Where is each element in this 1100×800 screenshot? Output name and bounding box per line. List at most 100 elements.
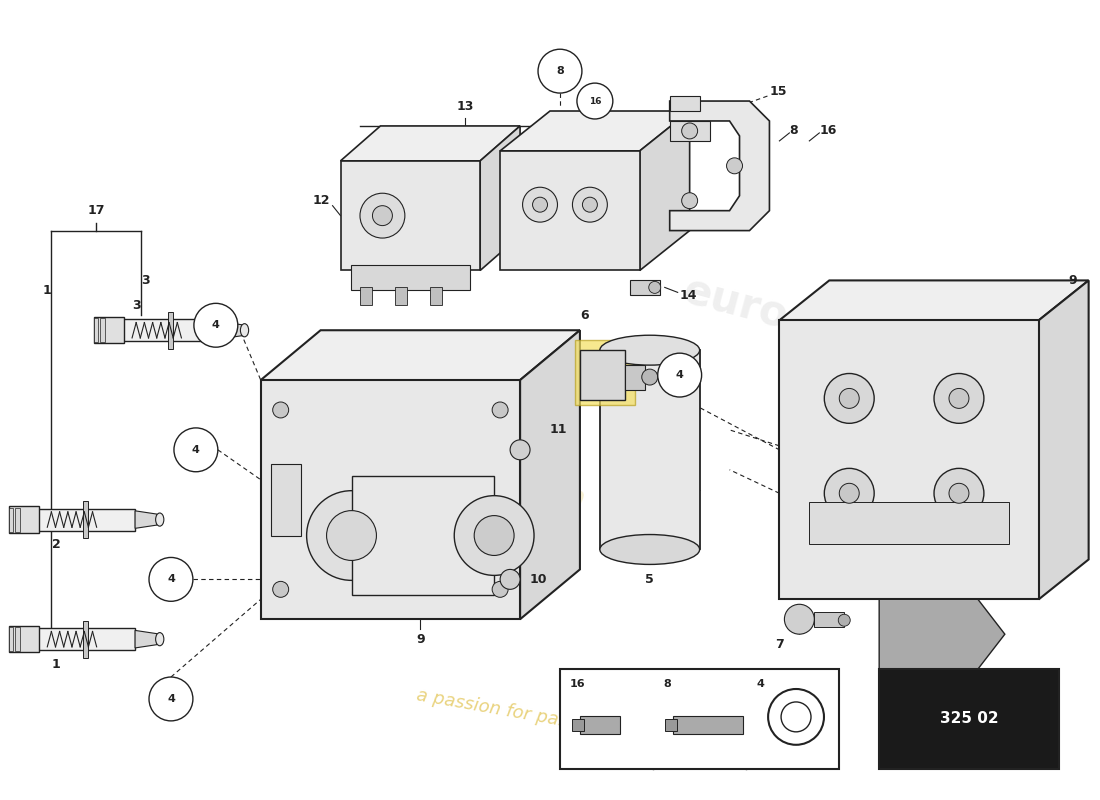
Ellipse shape: [600, 335, 700, 365]
Text: 16: 16: [820, 125, 837, 138]
Polygon shape: [261, 330, 580, 380]
Text: 16: 16: [588, 97, 601, 106]
Text: 7: 7: [776, 638, 784, 650]
Ellipse shape: [934, 468, 983, 518]
Circle shape: [682, 193, 697, 209]
Circle shape: [784, 604, 814, 634]
Bar: [560, 669, 839, 769]
Text: 11: 11: [550, 423, 568, 436]
Bar: [167, 312, 173, 349]
Ellipse shape: [600, 534, 700, 565]
Ellipse shape: [373, 206, 393, 226]
Bar: [780, 320, 1038, 599]
Bar: [82, 501, 88, 538]
Text: 1: 1: [52, 658, 60, 670]
Ellipse shape: [532, 198, 548, 212]
Ellipse shape: [949, 483, 969, 503]
Text: 5: 5: [646, 573, 654, 586]
Polygon shape: [879, 599, 1004, 669]
Circle shape: [649, 282, 661, 294]
Bar: [575, 340, 635, 405]
Text: 4: 4: [192, 445, 200, 455]
Circle shape: [576, 83, 613, 119]
Text: 10: 10: [530, 573, 548, 586]
Polygon shape: [220, 322, 242, 339]
Bar: [271, 464, 300, 535]
Ellipse shape: [454, 496, 534, 575]
Text: 9: 9: [416, 633, 425, 646]
Text: 8: 8: [663, 679, 671, 689]
Text: 4: 4: [167, 574, 175, 584]
Circle shape: [148, 677, 192, 721]
Bar: [351, 266, 470, 290]
Circle shape: [727, 158, 742, 174]
Circle shape: [510, 440, 530, 460]
Text: 14: 14: [680, 289, 697, 302]
Bar: [82, 621, 88, 658]
Polygon shape: [520, 330, 580, 619]
Text: 1: 1: [43, 284, 52, 297]
Circle shape: [148, 558, 192, 602]
Bar: [9, 507, 13, 532]
Polygon shape: [135, 511, 157, 528]
Circle shape: [781, 702, 811, 732]
Ellipse shape: [934, 374, 983, 423]
Ellipse shape: [839, 483, 859, 503]
Ellipse shape: [307, 490, 396, 580]
Text: 13: 13: [456, 99, 474, 113]
Circle shape: [641, 369, 658, 385]
Ellipse shape: [522, 187, 558, 222]
Circle shape: [682, 123, 697, 139]
Text: europerEs: europerEs: [679, 269, 920, 371]
Polygon shape: [780, 281, 1089, 320]
Text: a passion
for parts: a passion for parts: [411, 443, 590, 557]
Text: 16: 16: [570, 679, 585, 689]
Bar: [341, 161, 481, 270]
Text: 325 02: 325 02: [939, 711, 999, 726]
Bar: [580, 716, 619, 734]
Circle shape: [658, 353, 702, 397]
Text: 4: 4: [756, 679, 764, 689]
Bar: [630, 281, 660, 295]
Circle shape: [838, 614, 850, 626]
Ellipse shape: [824, 374, 874, 423]
Ellipse shape: [824, 468, 874, 518]
Bar: [352, 476, 494, 595]
Circle shape: [273, 402, 288, 418]
Ellipse shape: [360, 194, 405, 238]
Bar: [666, 719, 676, 731]
Text: 8: 8: [790, 125, 798, 138]
Circle shape: [174, 428, 218, 472]
Circle shape: [194, 303, 238, 347]
Text: 17: 17: [87, 204, 104, 217]
Bar: [600, 350, 700, 550]
Text: 6: 6: [580, 309, 588, 322]
Text: 12: 12: [314, 194, 331, 207]
Text: 8: 8: [557, 66, 564, 76]
Bar: [580, 350, 625, 400]
Bar: [625, 365, 645, 390]
Bar: [36, 628, 135, 650]
Polygon shape: [500, 111, 690, 151]
Circle shape: [500, 570, 520, 590]
Bar: [673, 716, 742, 734]
Bar: [670, 96, 700, 111]
Text: a passion for parts since 1985: a passion for parts since 1985: [415, 686, 685, 751]
Text: 15: 15: [769, 85, 786, 98]
Text: 4: 4: [167, 694, 175, 704]
Polygon shape: [670, 101, 769, 230]
Circle shape: [538, 50, 582, 93]
Bar: [9, 506, 38, 533]
Bar: [15, 507, 20, 532]
Polygon shape: [640, 111, 690, 270]
Bar: [572, 719, 584, 731]
Bar: [814, 612, 845, 627]
Ellipse shape: [155, 633, 164, 646]
Bar: [94, 318, 98, 342]
Ellipse shape: [327, 510, 376, 561]
Polygon shape: [341, 126, 520, 161]
Bar: [15, 627, 20, 651]
Text: 9: 9: [1069, 274, 1077, 287]
Bar: [9, 627, 13, 651]
Bar: [100, 318, 104, 342]
